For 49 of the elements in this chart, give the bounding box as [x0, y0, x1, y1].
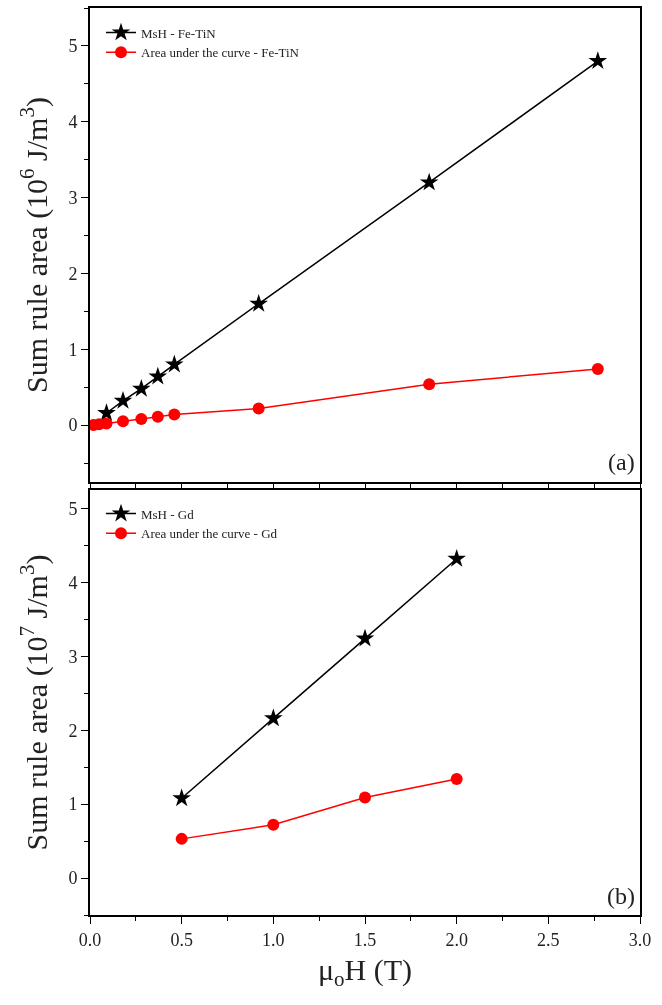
point — [267, 818, 280, 831]
y-tick-label: 5 — [68, 498, 78, 519]
point — [135, 413, 148, 426]
y-tick-label: 3 — [68, 646, 78, 667]
x-tick-label: 1.0 — [262, 929, 285, 950]
x-tick-label: 2.5 — [537, 929, 560, 950]
x-tick-label: 0.5 — [170, 929, 193, 950]
annotation: (a) — [608, 449, 635, 475]
y-tick-label: 0 — [68, 415, 78, 436]
legend-label: MsH - Fe-TiN — [141, 25, 217, 41]
point — [419, 172, 439, 191]
point — [132, 378, 151, 397]
y-tick-label: 1 — [68, 339, 78, 360]
point — [148, 366, 168, 385]
point — [359, 791, 371, 804]
legend-label: MsH - Gd — [141, 506, 195, 522]
y-tick-label: 4 — [68, 112, 78, 133]
point — [97, 403, 116, 421]
y-tick-label: 5 — [68, 36, 78, 57]
point — [113, 391, 133, 409]
point — [172, 788, 191, 807]
x-tick-label: 3.0 — [628, 929, 652, 950]
point — [117, 415, 129, 428]
annotation: (b) — [607, 883, 635, 909]
point — [588, 51, 608, 70]
x-tick-label: 1.5 — [353, 929, 377, 950]
point — [423, 378, 436, 391]
point — [450, 773, 463, 785]
point — [175, 832, 188, 845]
point — [168, 408, 181, 421]
point — [591, 363, 604, 375]
point — [249, 293, 268, 312]
point — [264, 708, 283, 727]
y-tick-label: 2 — [68, 263, 78, 284]
point — [165, 354, 184, 373]
y-tick-label: 4 — [68, 572, 78, 593]
x-axis-title: μ$_{o}$H (T) — [317, 952, 413, 991]
legend-label: Area under the curve - Fe-TiN — [141, 45, 300, 61]
x-tick-label: 0.0 — [78, 929, 102, 950]
y-tick-label: 2 — [68, 720, 78, 741]
legend-label: Area under the curve - Gd — [141, 526, 278, 542]
y-tick-label: 1 — [68, 794, 78, 815]
y-tick-label: 0 — [68, 868, 78, 889]
x-tick-label: 2.0 — [445, 929, 468, 950]
point — [355, 628, 375, 647]
point — [151, 410, 164, 423]
point — [447, 548, 466, 567]
point — [252, 402, 265, 415]
y-tick-label: 3 — [68, 187, 78, 208]
